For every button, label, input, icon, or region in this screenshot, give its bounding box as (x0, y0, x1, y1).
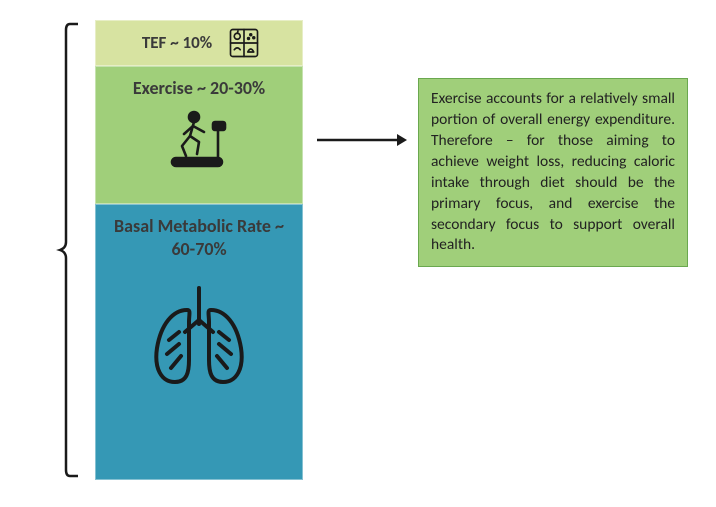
segment-exercise: Exercise ~ 20-30% (95, 66, 303, 204)
callout-box: Exercise accounts for a relatively small… (418, 78, 688, 267)
segment-bmr: Basal Metabolic Rate ~ 60-70% (95, 204, 303, 480)
diagram-container: Total energy expenditure TEF ~ 10% (0, 20, 716, 490)
segment-tef-label: TEF ~ 10% (136, 32, 218, 53)
segment-exercise-label: Exercise ~ 20-30% (127, 77, 271, 100)
energy-stack: TEF ~ 10% Exercise ~ 20-30% (95, 20, 303, 480)
treadmill-icon (160, 108, 238, 176)
food-icon (226, 25, 262, 61)
lungs-icon (139, 282, 259, 392)
segment-bmr-label: Basal Metabolic Rate ~ 60-70% (96, 215, 302, 260)
bracket-icon (52, 20, 82, 480)
arrow-icon (315, 130, 410, 150)
segment-tef: TEF ~ 10% (95, 20, 303, 66)
callout-text: Exercise accounts for a relatively small… (431, 89, 675, 254)
